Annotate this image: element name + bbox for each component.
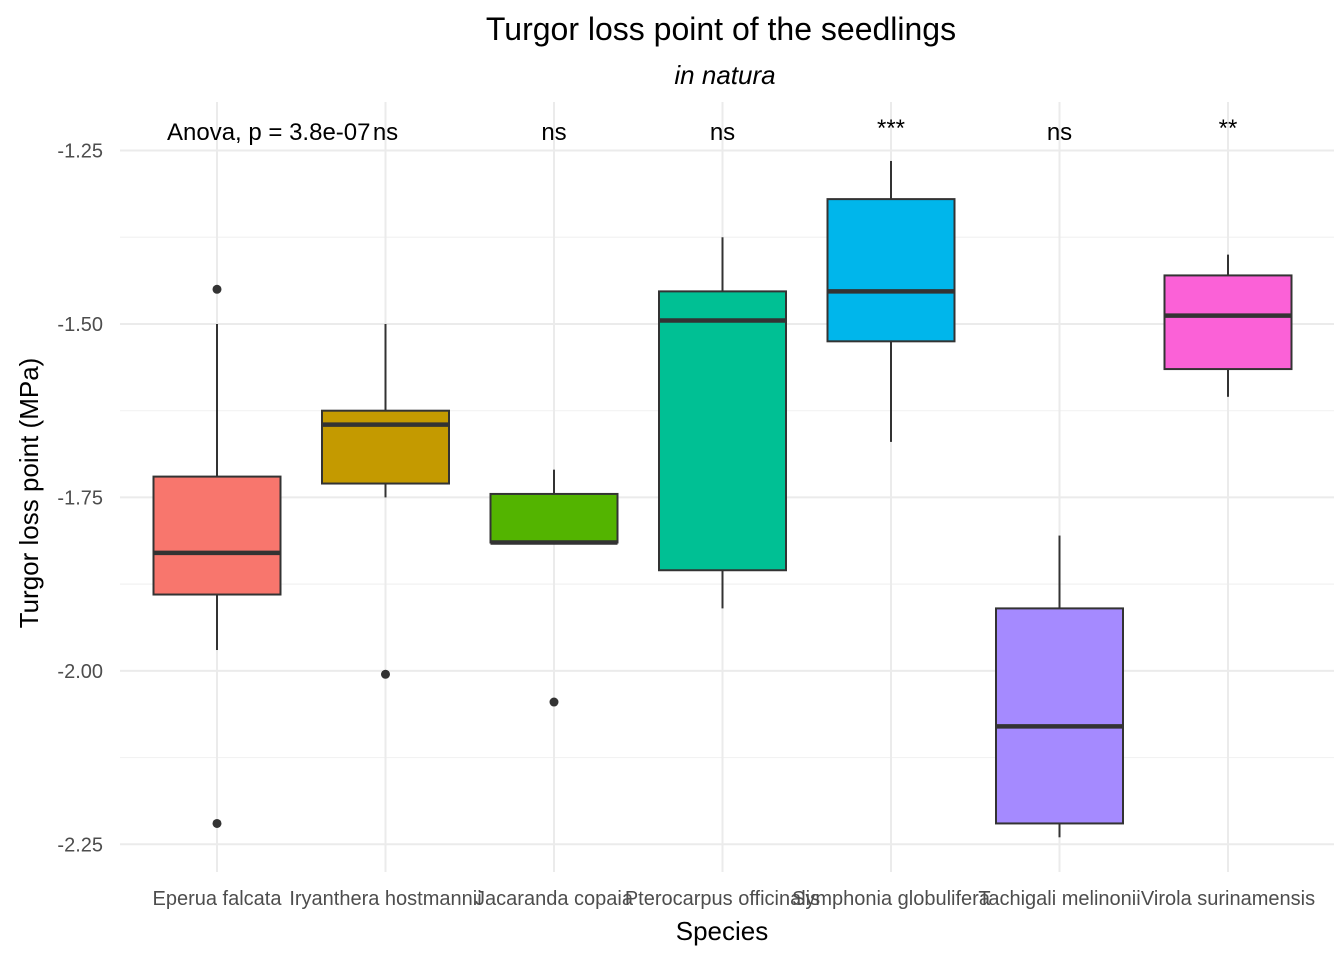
x-tick-label: Symphonia globulifera — [792, 888, 991, 910]
y-tick-label: -1.25 — [57, 141, 103, 163]
y-tick-label: -2.25 — [57, 834, 103, 856]
box-jacaranda-copaia — [489, 469, 619, 707]
box-virola-surinamensis — [1163, 254, 1293, 397]
boxes — [152, 160, 1293, 838]
x-axis-ticks: Eperua falcata Iryanthera hostmanniiJacar… — [153, 888, 1316, 910]
outlier-point — [212, 818, 222, 828]
chart-title: Turgor loss point of the seedlings — [486, 11, 956, 47]
significance-label: *** — [877, 115, 905, 142]
y-tick-label: -2.00 — [57, 661, 103, 683]
outlier-point — [212, 284, 222, 294]
box-eperua-falcata — [152, 284, 282, 828]
significance-label: ns — [373, 119, 398, 146]
x-tick-label: Eperua falcata — [153, 888, 283, 910]
x-axis-title: Species — [676, 916, 769, 946]
significance-label: ns — [710, 119, 735, 146]
x-tick-label: Jacaranda copaia — [475, 888, 634, 910]
iqr-box — [1163, 274, 1293, 371]
iqr-box — [489, 492, 619, 544]
outlier-point — [381, 669, 390, 679]
x-tick-label: Virola surinamensis — [1141, 888, 1315, 910]
significance-label: ns — [541, 119, 566, 146]
box-pterocarpus-officinalis — [658, 237, 787, 609]
iqr-box — [826, 198, 956, 343]
chart-subtitle: in natura — [674, 60, 775, 90]
x-tick-label: Iryanthera hostmannii — [289, 888, 481, 910]
box-iryanthera-hostmannii — [321, 323, 450, 679]
outlier-point — [549, 697, 559, 707]
x-tick-label: Pterocarpus officinalis — [625, 888, 820, 910]
box-tachigali-melinonii — [995, 535, 1124, 838]
iqr-box — [995, 607, 1124, 825]
x-tick-label: Tachigali melinonii — [978, 888, 1140, 910]
y-axis-ticks: -2.25 -2.00 -1.75 -1.50 -1.25 — [57, 141, 103, 857]
y-axis-title: Turgor loss point (MPa) — [14, 358, 44, 629]
anova-annotation: Anova, p = 3.8e-07 — [167, 119, 370, 146]
iqr-box — [658, 290, 787, 572]
iqr-box — [152, 475, 282, 596]
significance-label: ns — [1047, 119, 1072, 146]
y-tick-label: -1.50 — [57, 314, 103, 336]
significance-label: ** — [1219, 115, 1238, 142]
iqr-box — [321, 409, 450, 485]
significance-annotations: ns ns ns *** ns ** — [373, 115, 1238, 146]
y-tick-label: -1.75 — [57, 487, 103, 509]
box-symphonia-globulifera — [826, 160, 956, 442]
